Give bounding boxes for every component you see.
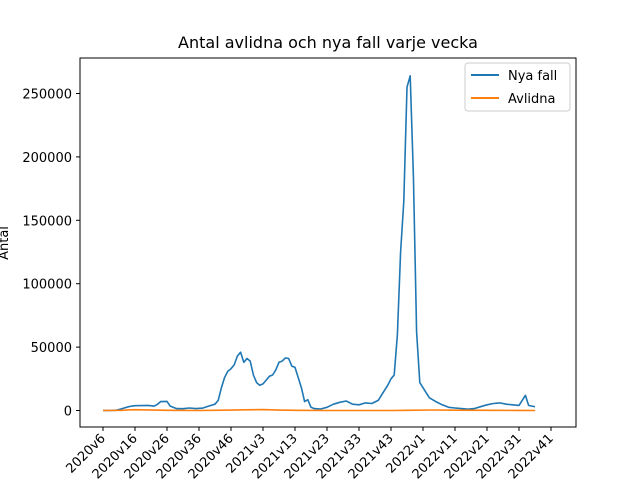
y-tick-label: 250000 [22,88,72,103]
y-tick-label: 150000 [22,214,72,229]
legend-label: Avlidna [508,92,556,107]
y-tick-label: 0 [64,405,72,420]
plot-area-frame [79,57,577,428]
series-layer [102,75,536,412]
y-tick-label: 200000 [22,151,72,166]
series-line-nya-fall [103,75,536,412]
y-tick-label: 50000 [31,341,72,356]
axes-ticks: 0500001000001500002000002500002020v62020… [22,88,556,480]
y-tick-label: 100000 [22,278,72,293]
y-axis-label: Antal [0,226,12,260]
series-line-avlidna [102,408,536,412]
chart-title: Antal avlidna och nya fall varje vecka [178,33,478,52]
legend-label: Nya fall [508,69,557,84]
legend: Nya fall Avlidna [464,62,571,112]
